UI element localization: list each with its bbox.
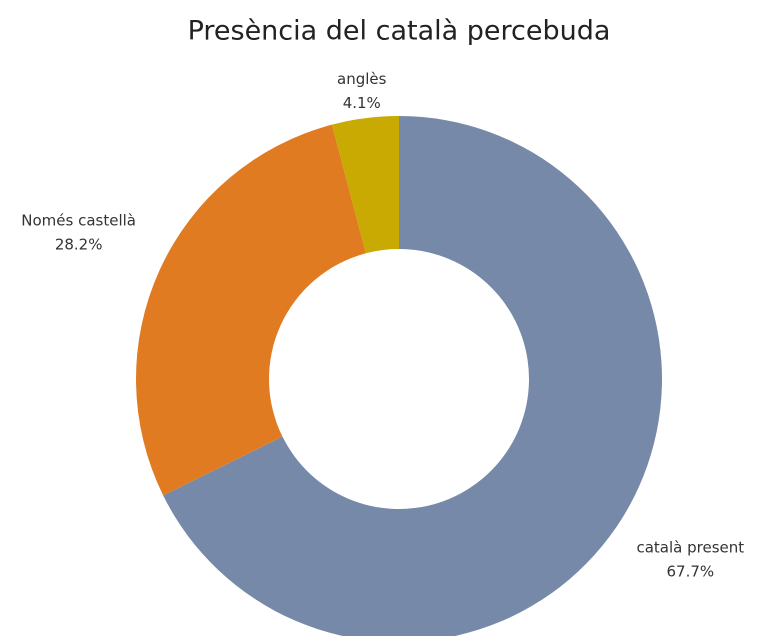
slice-value: 67.7% xyxy=(666,563,714,581)
slice-label: anglès xyxy=(337,70,387,88)
chart-title: Presència del català percebuda xyxy=(188,16,611,47)
donut-slice xyxy=(331,116,399,254)
slice-value: 28.2% xyxy=(55,236,103,254)
slice-label: Només castellà xyxy=(21,212,136,230)
slice-label: català present xyxy=(636,539,744,557)
slice-value: 4.1% xyxy=(343,94,381,112)
donut-slice xyxy=(163,116,662,636)
donut-slice xyxy=(136,124,366,496)
